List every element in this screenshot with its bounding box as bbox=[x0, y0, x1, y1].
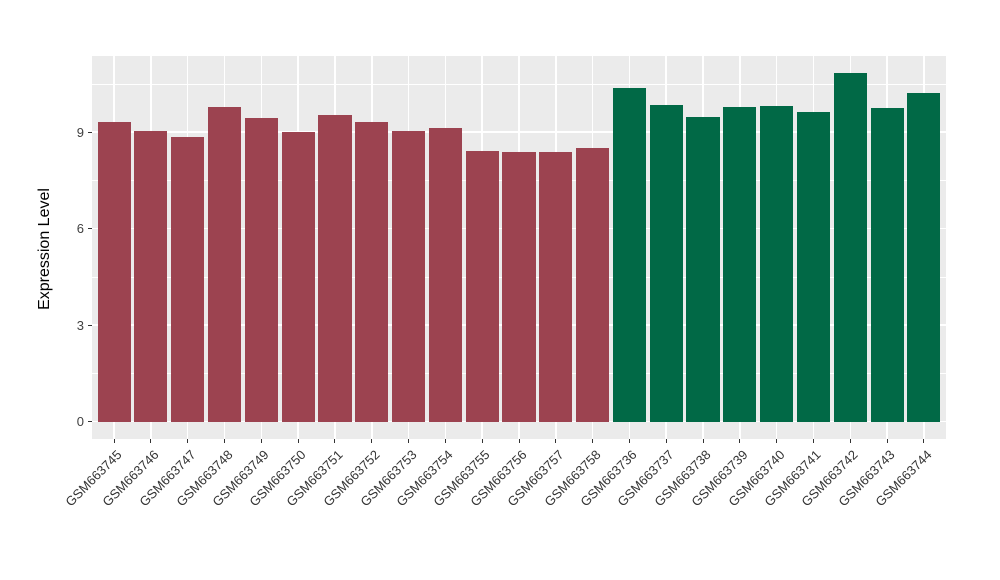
x-tick-mark bbox=[187, 439, 189, 443]
bar-GSM663740 bbox=[760, 106, 794, 422]
x-tick-mark bbox=[739, 439, 741, 443]
x-tick-mark bbox=[260, 439, 262, 443]
x-tick-mark bbox=[518, 439, 520, 443]
bar-GSM663744 bbox=[907, 92, 941, 422]
x-tick-mark bbox=[555, 439, 557, 443]
x-tick-mark bbox=[150, 439, 152, 443]
bar-GSM663736 bbox=[612, 88, 646, 422]
x-tick-mark bbox=[297, 439, 299, 443]
gridline-major bbox=[92, 131, 946, 133]
gridline-major bbox=[92, 420, 946, 423]
y-tick-label: 9 bbox=[76, 124, 84, 140]
x-tick-mark bbox=[628, 439, 630, 443]
bar-GSM663753 bbox=[392, 130, 426, 422]
x-tick-mark bbox=[776, 439, 778, 443]
x-tick-mark bbox=[371, 439, 373, 443]
y-tick-mark bbox=[88, 131, 92, 133]
bar-GSM663752 bbox=[355, 121, 389, 422]
y-tick-label: 6 bbox=[76, 221, 84, 237]
bar-GSM663747 bbox=[171, 137, 205, 422]
bar-GSM663745 bbox=[97, 121, 131, 422]
bar-GSM663751 bbox=[318, 115, 352, 422]
bar-GSM663741 bbox=[796, 112, 831, 422]
gridline-minor bbox=[92, 83, 946, 85]
x-tick-mark bbox=[334, 439, 336, 443]
x-tick-mark bbox=[444, 439, 446, 443]
x-tick-mark bbox=[886, 439, 888, 443]
bar-GSM663743 bbox=[870, 108, 904, 422]
bar-GSM663756 bbox=[502, 152, 536, 422]
bar-GSM663755 bbox=[465, 150, 499, 422]
y-tick-mark bbox=[88, 228, 92, 230]
y-tick-label: 3 bbox=[76, 317, 84, 333]
bar-GSM663758 bbox=[576, 148, 610, 422]
bar-GSM663738 bbox=[686, 116, 720, 422]
y-tick-mark bbox=[88, 324, 92, 326]
x-tick-mark bbox=[812, 439, 814, 443]
bar-GSM663742 bbox=[833, 73, 867, 422]
x-tick-mark bbox=[481, 439, 483, 443]
bar-GSM663754 bbox=[428, 127, 462, 422]
x-tick-mark bbox=[849, 439, 851, 443]
x-tick-mark bbox=[923, 439, 925, 443]
x-tick-mark bbox=[702, 439, 704, 443]
x-tick-mark bbox=[592, 439, 594, 443]
x-tick-mark bbox=[665, 439, 667, 443]
bar-GSM663750 bbox=[281, 131, 315, 422]
x-tick-mark bbox=[408, 439, 410, 443]
y-axis-title: Expression Level bbox=[36, 188, 53, 310]
bar-GSM663746 bbox=[134, 130, 168, 422]
bar-GSM663749 bbox=[244, 118, 278, 422]
x-tick-mark bbox=[113, 439, 115, 443]
x-tick-mark bbox=[224, 439, 226, 443]
bar-GSM663737 bbox=[649, 104, 683, 422]
bar-GSM663748 bbox=[207, 106, 242, 422]
y-tick-label: 0 bbox=[76, 414, 84, 430]
y-tick-mark bbox=[88, 421, 92, 423]
bar-GSM663757 bbox=[539, 152, 573, 422]
bar-GSM663739 bbox=[723, 107, 757, 422]
